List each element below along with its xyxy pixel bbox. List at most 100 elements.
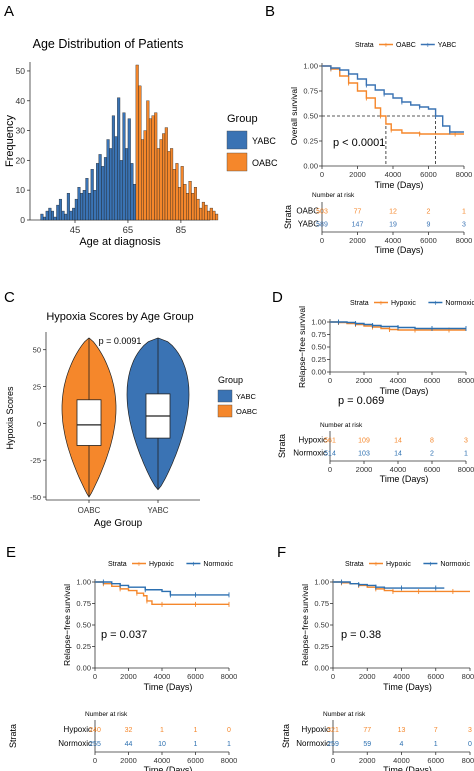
histogram-bar-yabc xyxy=(88,192,92,221)
histogram-bar-yabc xyxy=(40,213,44,221)
panel-b-x-tick-label: 0 xyxy=(320,170,324,179)
panel-f-risk-x-tick-label: 6000 xyxy=(427,756,444,765)
histogram-bar-oabc xyxy=(188,181,192,221)
histogram-bar-oabc xyxy=(204,204,208,221)
panel-f-risk-x-tick-label: 2000 xyxy=(359,756,376,765)
panel-f-legend-label-normoxic: Normoxic xyxy=(440,561,470,568)
histogram-bar-oabc xyxy=(183,184,187,221)
y-tick-label: 0 xyxy=(20,215,25,225)
panel-b-risk-count-oabc: 1 xyxy=(462,208,466,215)
y-axis-title: Frequency xyxy=(4,115,16,167)
histogram-bar-yabc xyxy=(130,163,134,221)
y-tick-label: 40 xyxy=(16,96,26,106)
histogram-bar-yabc xyxy=(56,204,60,221)
panel-b-y-tick-label: 0.25 xyxy=(303,137,318,146)
histogram-bar-yabc xyxy=(61,210,65,221)
panel-b-legend-label-oabc: OABC xyxy=(396,42,416,49)
panel-b-risk-row-label: YABC xyxy=(298,220,319,229)
histogram-bar-yabc xyxy=(106,139,110,221)
panel-e-y-axis-title: Relapse−free survival xyxy=(62,584,72,666)
panel-e-km-curve-normoxic xyxy=(95,581,229,596)
panel-b-km-curve-oabc xyxy=(322,65,464,135)
panel-e-x-axis-title: Time (Days) xyxy=(144,682,193,692)
histogram-bar-yabc xyxy=(93,190,97,221)
panel-d-risk-count-normoxic: 514 xyxy=(324,451,336,458)
panel-b-y-tick-label: 0.00 xyxy=(303,162,318,171)
panel-e-risk-count-normoxic: 1 xyxy=(194,741,198,748)
panel-d-risk-row-label: Normoxic xyxy=(293,449,327,458)
histogram-bar-oabc xyxy=(186,192,189,221)
histogram-bar-yabc xyxy=(96,163,99,221)
panel-f-risk-count-normoxic: 59 xyxy=(363,741,371,748)
y-tick-label: 20 xyxy=(16,155,26,165)
panel-label-e: E xyxy=(6,544,16,561)
histogram-bar-oabc xyxy=(172,169,176,221)
histogram-bar-yabc xyxy=(72,207,76,221)
panel-d-y-tick-label: 1.00 xyxy=(311,318,326,327)
violin-y-tick-label: -50 xyxy=(30,493,41,502)
panel-d-risk-count-hypoxic: 8 xyxy=(430,437,434,444)
panel-b-risk-count-oabc: 503 xyxy=(316,208,328,215)
histogram-bar-yabc xyxy=(117,97,121,221)
panel-d-risk-x-axis-title: Time (Days) xyxy=(380,474,429,484)
panel-f-risk-x-tick-label: 8000 xyxy=(462,756,474,765)
panel-e-risk-strata-label: Strata xyxy=(8,724,18,748)
histogram-bar-oabc xyxy=(143,130,147,221)
violin-x-tick-label: YABC xyxy=(147,506,168,515)
violin-legend-swatch-yabc xyxy=(217,389,233,403)
histogram-bar-yabc xyxy=(66,192,70,221)
panel-d-risk-count-hypoxic: 561 xyxy=(324,437,336,444)
panel-d-x-tick-label: 0 xyxy=(328,376,332,385)
histogram-bar-yabc xyxy=(51,210,54,221)
panel-e-risk-row-label: Hypoxic xyxy=(64,725,92,734)
violin-box-oabc xyxy=(76,399,102,446)
panel-e-legend-title: Strata xyxy=(108,561,127,568)
histogram-bar-oabc xyxy=(156,148,160,221)
panel-b-risk-count-oabc: 77 xyxy=(354,208,362,215)
panel-d-risk-x-tick-label: 0 xyxy=(328,465,332,474)
panel-e-y-tick-label: 0.50 xyxy=(76,621,91,630)
histogram-bar-yabc xyxy=(69,210,73,221)
panel-d-risk-count-hypoxic: 14 xyxy=(394,437,402,444)
violin-x-tick-label: OABC xyxy=(78,506,101,515)
histogram-bar-yabc xyxy=(90,169,94,221)
panel-b-x-tick-label: 2000 xyxy=(349,170,366,179)
panel-f-legend-label-hypoxic: Hypoxic xyxy=(386,561,411,568)
histogram-bar-oabc xyxy=(154,112,158,221)
histogram-bar-yabc xyxy=(125,148,129,221)
panel-e-legend-label-normoxic: Normoxic xyxy=(203,561,233,568)
violin-y-tick-label: 50 xyxy=(33,346,41,355)
violin-legend-label-yabc: YABC xyxy=(236,392,256,401)
panel-d-x-tick-label: 4000 xyxy=(390,376,407,385)
histogram-bar-oabc xyxy=(167,151,171,221)
panel-label-a: A xyxy=(4,3,14,20)
panel-d-legend-label-normoxic: Normoxic xyxy=(445,300,474,307)
panel-b-risk-count-oabc: 2 xyxy=(427,208,431,215)
histogram-bar-yabc xyxy=(85,178,89,221)
panel-b-p-value: p < 0.0001 xyxy=(333,137,385,149)
panel-f-risk-row-label: Hypoxic xyxy=(302,725,330,734)
histogram-bar-oabc xyxy=(159,139,163,221)
panel-d-risk-x-tick-label: 2000 xyxy=(356,465,373,474)
panel-f-risk-row-label: Normoxic xyxy=(296,739,330,748)
violin-legend-label-oabc: OABC xyxy=(236,407,258,416)
panel-e-p-value: p = 0.037 xyxy=(101,629,147,641)
panel-b-risk-count-yabc: 589 xyxy=(316,222,328,229)
panel-d-x-tick-label: 2000 xyxy=(356,376,373,385)
violin-y-tick-label: -25 xyxy=(30,456,41,465)
panel-e-risk-count-normoxic: 1 xyxy=(227,741,231,748)
panel-d-risk-count-hypoxic: 109 xyxy=(358,437,370,444)
histogram-bar-oabc xyxy=(201,201,205,221)
panel-b-risk-x-tick-label: 2000 xyxy=(349,236,366,245)
x-axis-title: Age at diagnosis xyxy=(79,236,161,248)
histogram-bar-yabc xyxy=(82,190,86,221)
histogram-bar-oabc xyxy=(170,148,174,221)
panel-b-y-tick-label: 0.75 xyxy=(303,87,318,96)
panel-d-x-tick-label: 6000 xyxy=(424,376,441,385)
panel-d-risk-row-label: Hypoxic xyxy=(299,435,327,444)
panel-e-legend-label-hypoxic: Hypoxic xyxy=(149,561,174,568)
panel-e-risk-count-normoxic: 10 xyxy=(158,741,166,748)
histogram-bar-yabc xyxy=(48,207,52,221)
panel-f-risk-count-hypoxic: 321 xyxy=(327,727,339,734)
panel-f-x-tick-label: 0 xyxy=(331,672,335,681)
